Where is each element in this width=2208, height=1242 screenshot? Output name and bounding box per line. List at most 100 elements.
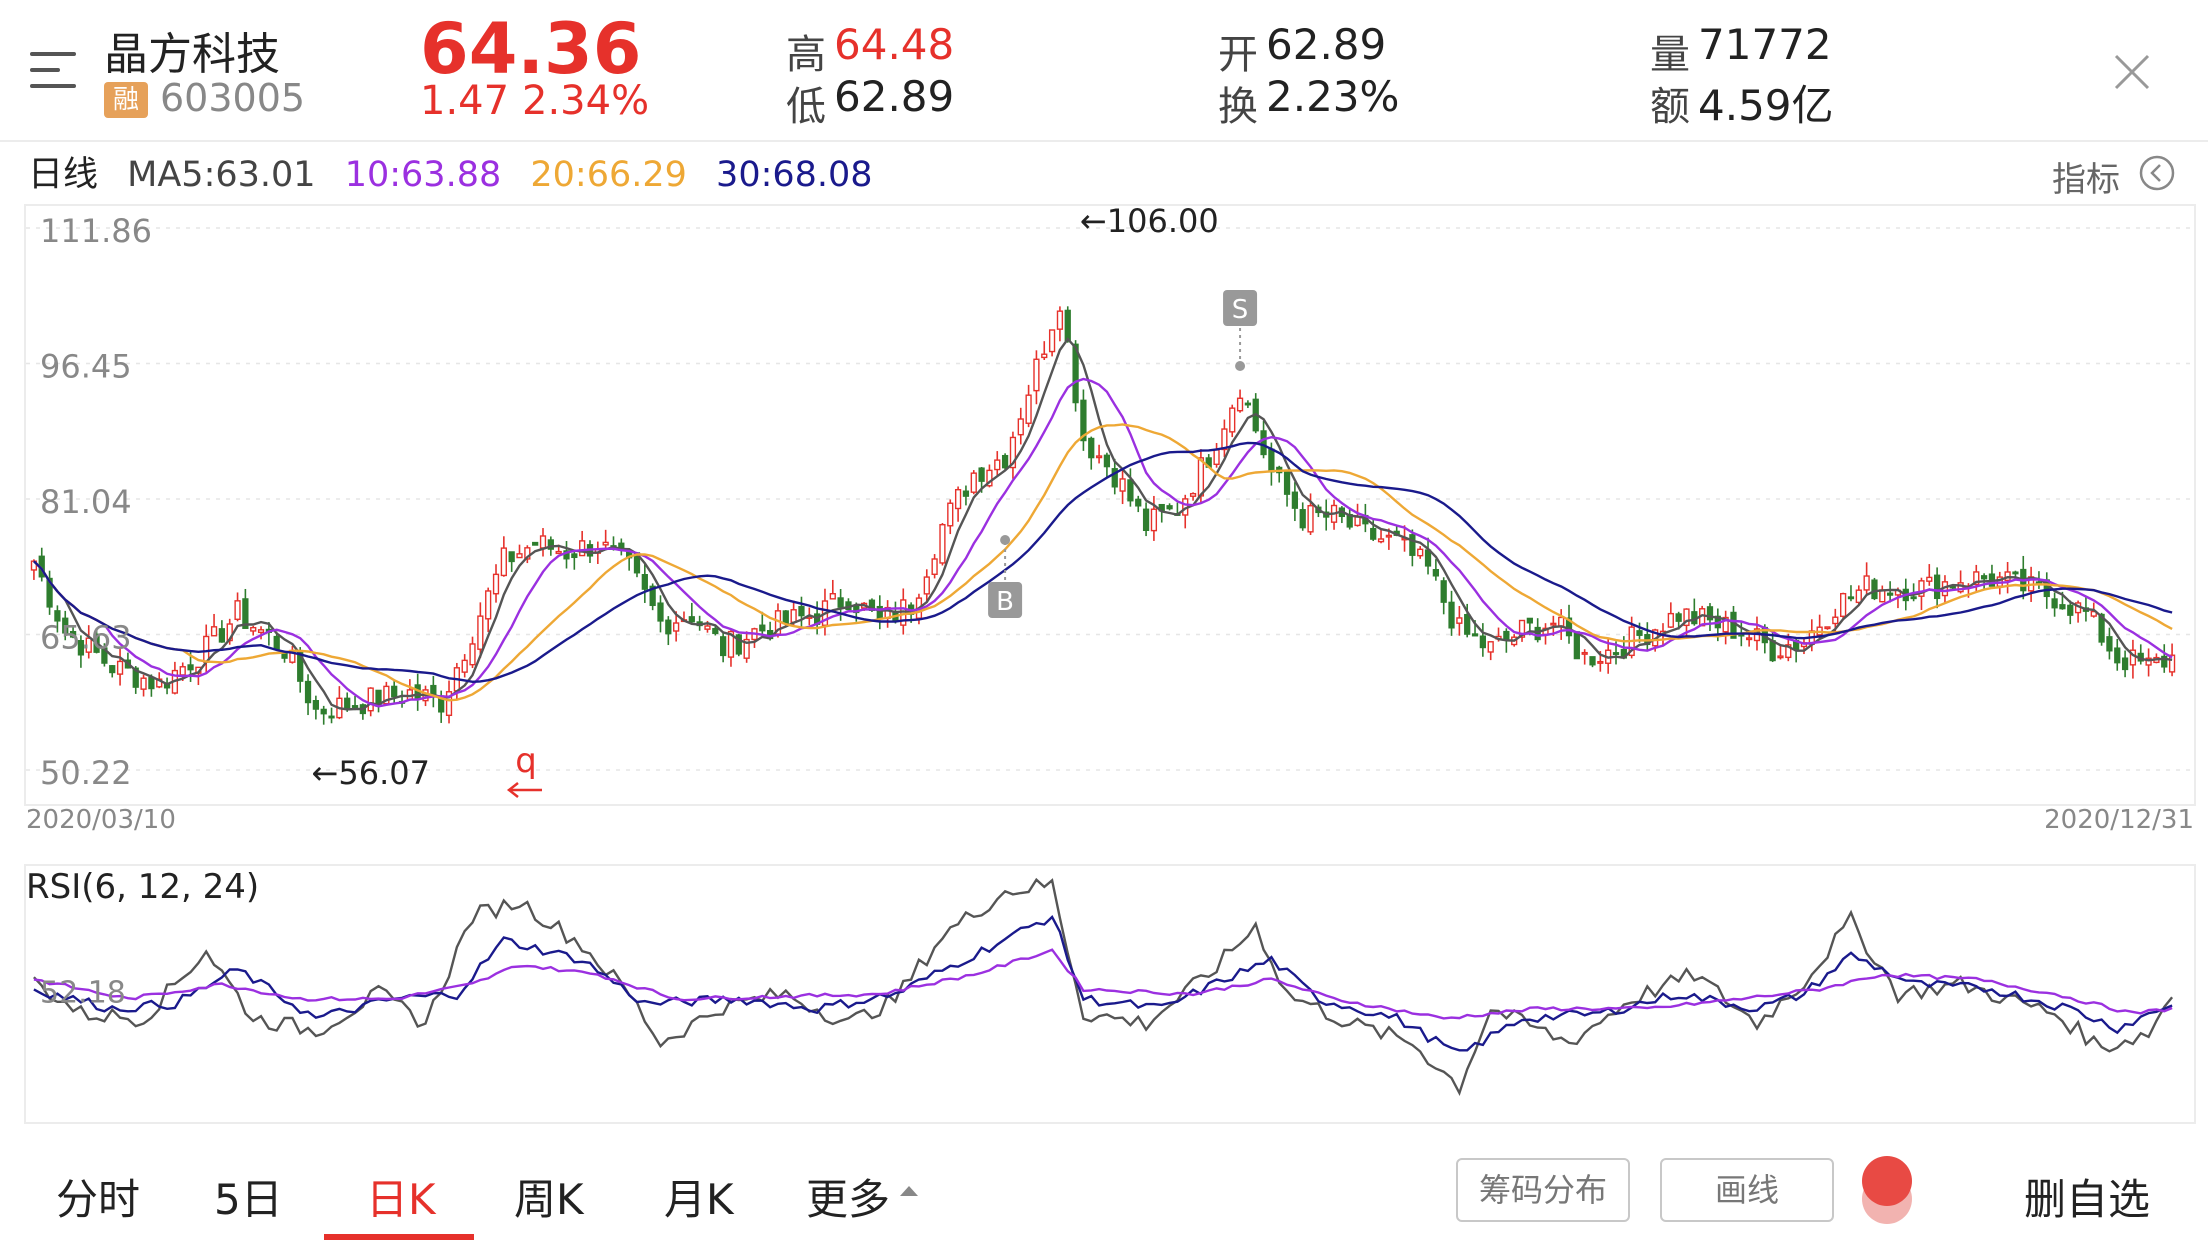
candle-body bbox=[508, 551, 515, 563]
candle-body bbox=[1440, 580, 1447, 603]
menu-icon[interactable] bbox=[30, 52, 76, 100]
candle-body bbox=[735, 634, 742, 655]
candle-body bbox=[1119, 478, 1126, 492]
candle-body bbox=[986, 469, 993, 487]
candle-body bbox=[2051, 598, 2058, 609]
candle-body bbox=[46, 577, 53, 608]
candle-body bbox=[720, 636, 727, 657]
kline-x-start-label: 2020/03/10 bbox=[26, 805, 176, 835]
candle-body bbox=[1048, 329, 1056, 353]
candle-body bbox=[1033, 358, 1040, 392]
candle-body bbox=[30, 560, 38, 571]
chip-distribution-button[interactable]: 筹码分布 bbox=[1456, 1158, 1630, 1222]
tab-intraday[interactable]: 分时 bbox=[56, 1175, 141, 1224]
candle-body bbox=[712, 628, 719, 635]
candle-body bbox=[77, 640, 85, 656]
caret-up-icon bbox=[900, 1186, 918, 1196]
candle-body bbox=[1456, 617, 1463, 624]
record-dot bbox=[1862, 1156, 1912, 1206]
candle-body bbox=[367, 687, 374, 712]
candle-body bbox=[2090, 610, 2097, 617]
candle-body bbox=[1581, 651, 1588, 655]
candle-body bbox=[798, 606, 805, 617]
candle-body bbox=[1307, 505, 1314, 533]
candle-body bbox=[132, 667, 139, 688]
candle-body bbox=[2012, 571, 2019, 575]
candle-body bbox=[2059, 604, 2066, 610]
candle-body bbox=[445, 691, 453, 717]
candle-body bbox=[923, 576, 930, 595]
rsi12-line bbox=[33, 915, 2173, 1052]
turnover-value: 2.23% bbox=[1266, 72, 1400, 121]
candle-body bbox=[2106, 636, 2113, 652]
record-button[interactable] bbox=[1852, 1150, 1932, 1230]
candle-body bbox=[970, 472, 977, 493]
candle-body bbox=[547, 539, 554, 550]
candle-body bbox=[1221, 428, 1228, 451]
candle-body bbox=[69, 630, 77, 638]
candle-body bbox=[312, 700, 320, 710]
candle-body bbox=[1534, 626, 1541, 641]
candle-body bbox=[1244, 402, 1252, 406]
candle-body bbox=[1471, 633, 1479, 637]
candle-body bbox=[2114, 647, 2121, 664]
candle-body bbox=[641, 574, 648, 590]
price-change: 1.47 bbox=[420, 78, 510, 124]
rsi-chart-frame bbox=[24, 864, 2196, 1124]
candle-body bbox=[555, 550, 562, 555]
candle-body bbox=[1236, 397, 1244, 412]
close-icon[interactable] bbox=[2112, 52, 2152, 92]
candle-body bbox=[1910, 596, 1917, 600]
sell-marker-text: S bbox=[1232, 295, 1249, 325]
sell-marker-badge[interactable] bbox=[1223, 290, 1258, 326]
q-marker-arrowhead bbox=[506, 782, 519, 798]
candle-body bbox=[1777, 655, 1784, 659]
candle-body bbox=[743, 638, 750, 659]
candle-body bbox=[304, 680, 312, 704]
candle-body bbox=[116, 660, 124, 675]
candle-body bbox=[1385, 534, 1393, 538]
candle-body bbox=[829, 593, 836, 600]
remove-watchlist-button[interactable]: 删自选 bbox=[2024, 1175, 2151, 1224]
candle-body bbox=[485, 590, 492, 620]
period-label: 日线 bbox=[28, 155, 99, 195]
candle-body bbox=[1127, 479, 1134, 502]
margin-badge: 融 bbox=[104, 82, 148, 118]
candle-body bbox=[1150, 508, 1158, 532]
kline-y-tick-label: 96.45 bbox=[40, 348, 132, 386]
indicator-button[interactable]: 指标 bbox=[2052, 152, 2120, 201]
stock-code: 603005 bbox=[160, 76, 306, 120]
chevron-left-circle-icon[interactable] bbox=[2138, 154, 2176, 192]
candle-body bbox=[1260, 430, 1267, 456]
tab-daily-k[interactable]: 日K bbox=[366, 1175, 436, 1224]
draw-line-button[interactable]: 画线 bbox=[1660, 1158, 1834, 1222]
kline-x-end-label: 2020/12/31 bbox=[2044, 805, 2194, 835]
turnover-label: 换 bbox=[1218, 84, 1258, 130]
candle-body bbox=[1597, 660, 1604, 664]
tab-monthly-k[interactable]: 月K bbox=[664, 1175, 734, 1224]
buy-marker-badge[interactable] bbox=[988, 582, 1023, 618]
candle-body bbox=[1918, 580, 1925, 597]
candle-body bbox=[1487, 641, 1494, 653]
candle-body bbox=[1980, 575, 1988, 580]
tab-more[interactable]: 更多 bbox=[806, 1166, 890, 1227]
kline-y-tick-label: 50.22 bbox=[40, 754, 132, 792]
candle-body bbox=[2121, 657, 2129, 671]
candle-body bbox=[1001, 454, 1009, 469]
tab-weekly-k[interactable]: 周K bbox=[514, 1175, 584, 1224]
candle-body bbox=[391, 685, 398, 698]
ma10-line bbox=[33, 377, 2173, 708]
ma20-line bbox=[33, 423, 2173, 702]
candle-body bbox=[469, 643, 476, 666]
candle-body bbox=[1746, 637, 1753, 641]
candle-body bbox=[257, 629, 265, 634]
candle-body bbox=[461, 659, 468, 673]
candle-body bbox=[1863, 575, 1870, 591]
candle-body bbox=[688, 616, 695, 623]
tab-5day[interactable]: 5日 bbox=[214, 1175, 283, 1224]
ma30-legend: 30:68.08 bbox=[716, 155, 873, 195]
candle-body bbox=[1056, 310, 1064, 330]
candle-body bbox=[1072, 343, 1079, 404]
